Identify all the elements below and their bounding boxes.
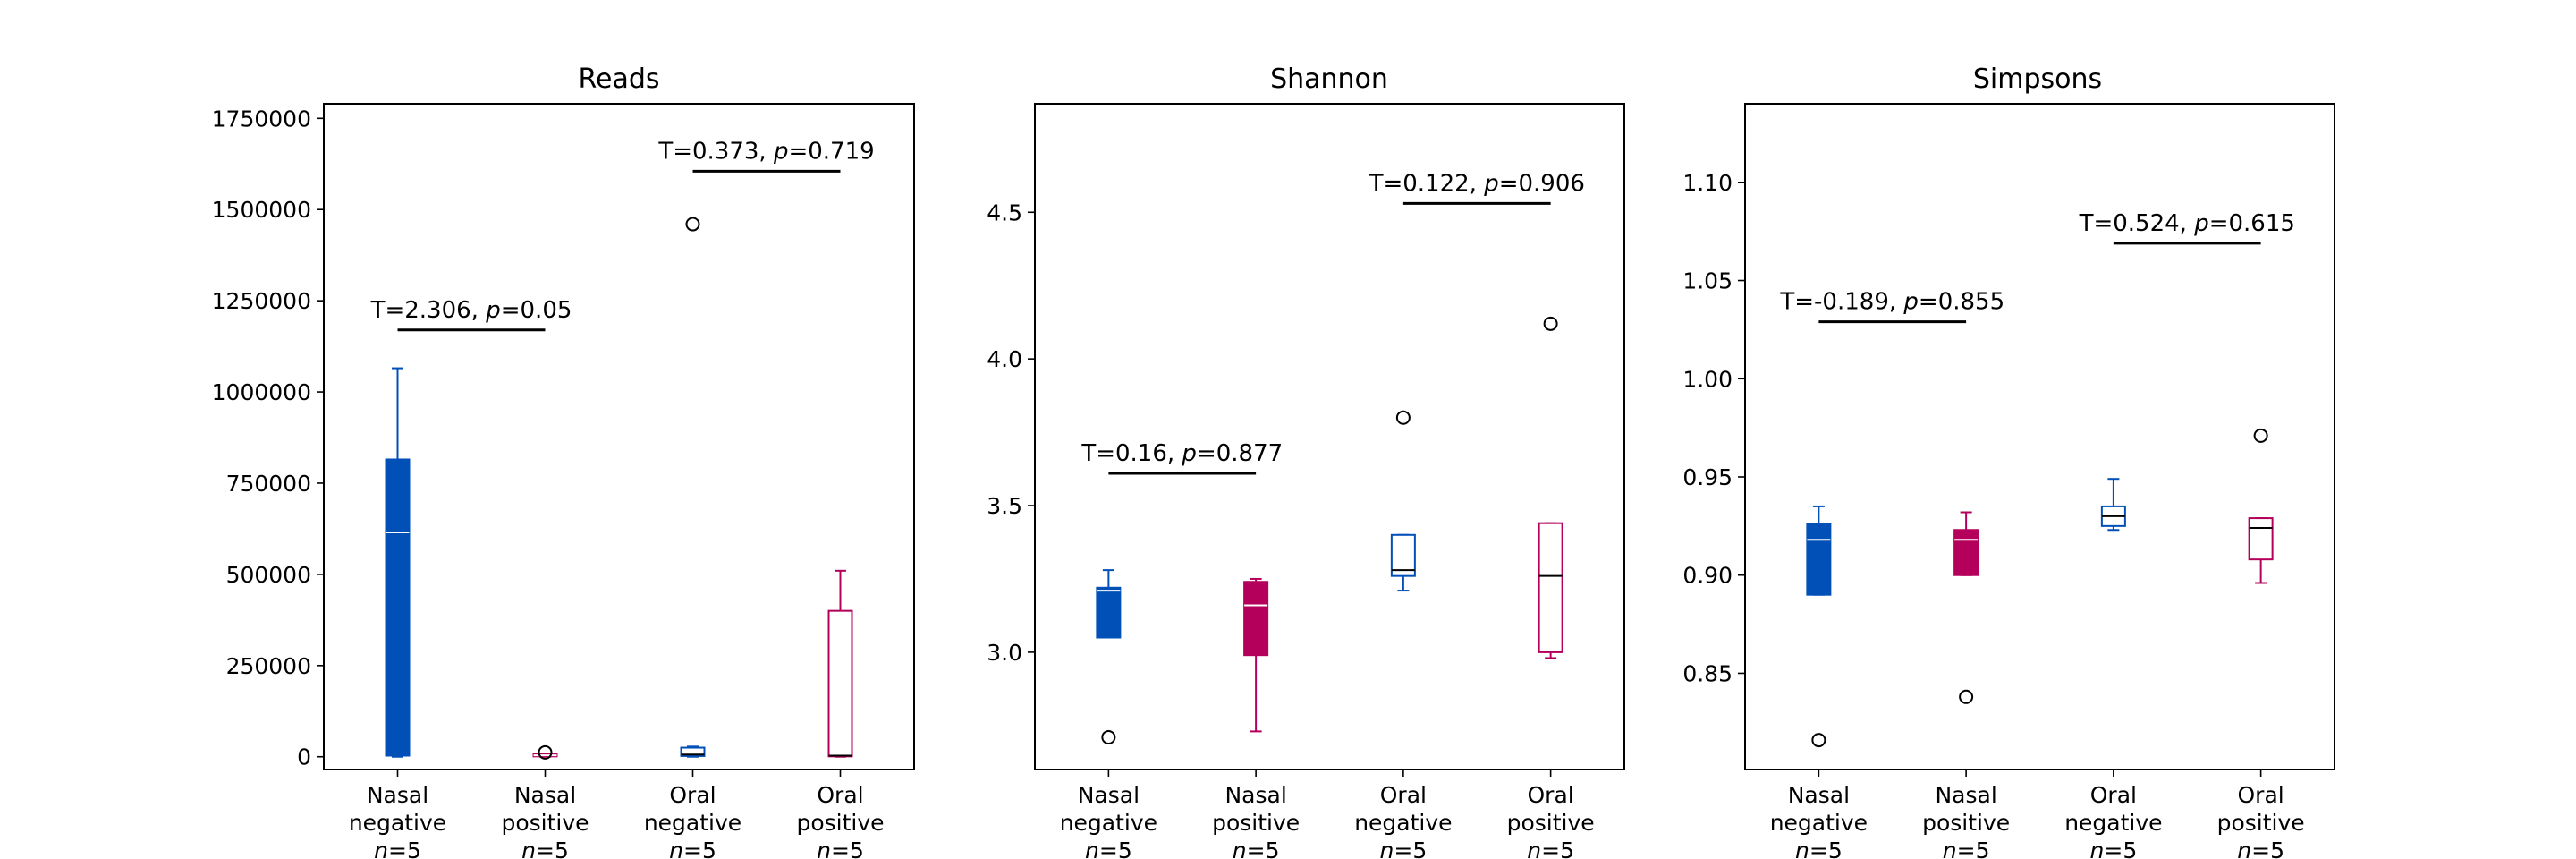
panel-shannon: Shannon 3.03.54.04.5Nasalnegativen=5Nasa…	[987, 64, 1625, 859]
y-tick-label: 0.90	[1682, 563, 1733, 589]
x-sample-size-label: n=5	[669, 838, 716, 859]
x-category-label: Oral	[1528, 782, 1574, 808]
comparison-annotation: T=0.524, p=0.615	[2079, 210, 2295, 237]
y-tick-label: 0.95	[1682, 464, 1733, 490]
y-tick-label: 3.5	[987, 493, 1022, 519]
y-tick-label: 1.10	[1682, 170, 1733, 196]
x-sample-size-label: n=5	[1943, 838, 1990, 859]
x-sample-size-label: n=5	[2237, 838, 2284, 859]
box	[680, 746, 706, 757]
x-category-label: negative	[2064, 810, 2162, 836]
panel-simpsons: Simpsons 0.850.900.951.001.051.10Nasalne…	[1682, 64, 2335, 859]
box	[1538, 522, 1563, 653]
x-category-label: Nasal	[1935, 782, 1996, 808]
x-category-label: Oral	[2238, 782, 2284, 808]
x-category-label: positive	[1507, 810, 1595, 836]
axes-frame	[323, 103, 915, 770]
outlier-point	[1959, 689, 1974, 704]
x-sample-size-label: n=5	[1085, 838, 1132, 859]
x-category-label: Nasal	[1078, 782, 1140, 808]
y-tick-label: 3.0	[987, 640, 1022, 666]
y-tick-label: 4.5	[987, 200, 1022, 225]
y-tick-label: 1500000	[212, 197, 311, 223]
box	[385, 458, 411, 757]
axes-frame	[1744, 103, 2335, 770]
x-category-label: positive	[2217, 810, 2305, 836]
outlier-point	[1543, 316, 1558, 331]
y-tick-label: 1000000	[212, 379, 311, 405]
comparison-annotation: T=0.373, p=0.719	[657, 138, 874, 165]
axes-frame	[1034, 103, 1625, 770]
x-category-label: Oral	[669, 782, 716, 808]
x-sample-size-label: n=5	[374, 838, 421, 859]
box	[2248, 517, 2274, 561]
y-tick-label: 1.00	[1682, 366, 1733, 392]
x-sample-size-label: n=5	[1527, 838, 1574, 859]
panel-title: Simpsons	[1973, 64, 2102, 95]
outlier-point	[1811, 733, 1826, 748]
box	[1243, 581, 1269, 657]
x-category-label: Oral	[2090, 782, 2137, 808]
outlier-point	[1101, 729, 1116, 744]
y-tick-label: 4.0	[987, 346, 1022, 372]
box	[1096, 586, 1122, 639]
x-sample-size-label: n=5	[521, 838, 569, 859]
x-category-label: Nasal	[1788, 782, 1850, 808]
x-category-label: positive	[501, 810, 589, 836]
panel-title: Shannon	[1270, 64, 1388, 95]
x-category-label: negative	[1354, 810, 1452, 836]
x-category-label: positive	[796, 810, 884, 836]
y-tick-label: 0.85	[1682, 660, 1733, 686]
y-tick-label: 500000	[226, 562, 311, 588]
x-sample-size-label: n=5	[2090, 838, 2138, 859]
outlier-point	[538, 744, 553, 760]
panel-title: Reads	[578, 64, 659, 95]
outlier-point	[1395, 410, 1411, 425]
x-category-label: negative	[1060, 810, 1157, 836]
box	[1390, 533, 1416, 577]
x-category-label: positive	[1922, 810, 2010, 836]
comparison-annotation: T=0.122, p=0.906	[1368, 170, 1585, 197]
comparison-annotation: T=2.306, p=0.05	[370, 297, 572, 324]
outlier-point	[685, 217, 700, 232]
box	[1953, 529, 1979, 576]
x-sample-size-label: n=5	[1233, 838, 1280, 859]
y-tick-label: 0	[297, 744, 311, 770]
outlier-point	[2253, 428, 2268, 443]
x-sample-size-label: n=5	[1795, 838, 1843, 859]
x-sample-size-label: n=5	[1380, 838, 1428, 859]
y-tick-label: 750000	[226, 471, 311, 497]
y-tick-label: 250000	[226, 653, 311, 679]
x-category-label: Oral	[817, 782, 863, 808]
comparison-annotation: T=-0.189, p=0.855	[1779, 289, 2004, 316]
x-category-label: Nasal	[1224, 782, 1286, 808]
x-category-label: Oral	[1380, 782, 1427, 808]
x-category-label: Nasal	[367, 782, 428, 808]
panel-reads: Reads 0 250000 500000 750000 1000000 1250000 1…	[212, 64, 915, 859]
y-tick-label: 1.05	[1682, 268, 1733, 294]
box	[827, 609, 853, 758]
x-category-label: negative	[349, 810, 446, 836]
x-category-label: negative	[644, 810, 741, 836]
x-sample-size-label: n=5	[817, 838, 864, 859]
x-category-label: positive	[1212, 810, 1300, 836]
y-tick-label: 1750000	[212, 106, 311, 132]
y-tick-label: 1250000	[212, 288, 311, 314]
comparison-annotation: T=0.16, p=0.877	[1080, 440, 1283, 467]
x-category-label: Nasal	[514, 782, 576, 808]
x-category-label: negative	[1770, 810, 1868, 836]
box	[1806, 523, 1832, 596]
